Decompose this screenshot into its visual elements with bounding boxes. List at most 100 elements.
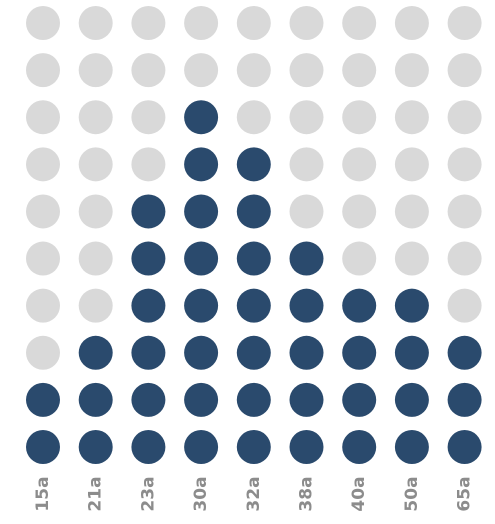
filled-dot	[236, 382, 271, 417]
empty-dot	[342, 100, 377, 135]
filled-dot	[184, 430, 219, 464]
empty-dot	[289, 147, 324, 182]
filled-dot	[184, 335, 219, 370]
empty-dot	[78, 288, 113, 323]
filled-dot	[394, 335, 429, 370]
filled-dot	[184, 194, 219, 229]
empty-dot	[78, 100, 113, 135]
filled-dot	[289, 335, 324, 370]
x-tick-label: 30a	[191, 476, 211, 511]
filled-dot	[78, 430, 113, 464]
x-tick-label: 40a	[349, 476, 369, 511]
empty-dot	[26, 53, 60, 88]
empty-dot	[289, 100, 324, 135]
filled-dot	[131, 288, 166, 323]
empty-dot	[394, 6, 429, 40]
x-tick-label: 23a	[138, 476, 158, 511]
empty-dot	[394, 194, 429, 229]
filled-dot	[131, 194, 166, 229]
empty-dot	[342, 241, 377, 276]
filled-dot	[26, 382, 60, 417]
empty-dot	[342, 147, 377, 182]
empty-dot	[26, 6, 60, 40]
filled-dot	[289, 430, 324, 464]
x-tick-label: 50a	[402, 476, 422, 511]
filled-dot	[236, 147, 271, 182]
empty-dot	[131, 147, 166, 182]
empty-dot	[78, 6, 113, 40]
empty-dot	[342, 53, 377, 88]
empty-dot	[447, 288, 482, 323]
empty-dot	[394, 100, 429, 135]
filled-dot	[184, 147, 219, 182]
filled-dot	[236, 194, 271, 229]
filled-dot	[289, 382, 324, 417]
filled-dot	[184, 382, 219, 417]
empty-dot	[26, 241, 60, 276]
empty-dot	[78, 53, 113, 88]
x-tick-label: 15a	[33, 476, 53, 511]
x-tick-label: 38a	[297, 476, 317, 511]
empty-dot	[447, 241, 482, 276]
empty-dot	[447, 194, 482, 229]
empty-dot	[447, 53, 482, 88]
empty-dot	[26, 100, 60, 135]
empty-dot	[289, 53, 324, 88]
filled-dot	[131, 335, 166, 370]
filled-dot	[236, 335, 271, 370]
filled-dot	[236, 288, 271, 323]
filled-dot	[394, 288, 429, 323]
empty-dot	[131, 6, 166, 40]
filled-dot	[342, 335, 377, 370]
empty-dot	[289, 194, 324, 229]
empty-dot	[78, 147, 113, 182]
filled-dot	[131, 430, 166, 464]
empty-dot	[131, 53, 166, 88]
filled-dot	[447, 430, 482, 464]
empty-dot	[447, 147, 482, 182]
filled-dot	[447, 335, 482, 370]
empty-dot	[289, 6, 324, 40]
empty-dot	[447, 100, 482, 135]
filled-dot	[342, 288, 377, 323]
filled-dot	[289, 288, 324, 323]
x-tick-label: 65a	[455, 476, 475, 511]
empty-dot	[236, 6, 271, 40]
filled-dot	[78, 382, 113, 417]
empty-dot	[342, 6, 377, 40]
empty-dot	[184, 53, 219, 88]
empty-dot	[26, 147, 60, 182]
filled-dot	[447, 382, 482, 417]
filled-dot	[78, 335, 113, 370]
filled-dot	[289, 241, 324, 276]
filled-dot	[236, 241, 271, 276]
empty-dot	[447, 6, 482, 40]
filled-dot	[342, 430, 377, 464]
empty-dot	[394, 147, 429, 182]
empty-dot	[184, 6, 219, 40]
empty-dot	[78, 241, 113, 276]
filled-dot	[131, 241, 166, 276]
x-tick-label: 21a	[86, 476, 106, 511]
filled-dot	[394, 430, 429, 464]
empty-dot	[394, 53, 429, 88]
filled-dot	[342, 382, 377, 417]
empty-dot	[236, 53, 271, 88]
filled-dot	[26, 430, 60, 464]
filled-dot	[394, 382, 429, 417]
empty-dot	[236, 100, 271, 135]
empty-dot	[342, 194, 377, 229]
empty-dot	[26, 335, 60, 370]
filled-dot	[184, 241, 219, 276]
filled-dot	[131, 382, 166, 417]
empty-dot	[78, 194, 113, 229]
empty-dot	[131, 100, 166, 135]
empty-dot	[394, 241, 429, 276]
empty-dot	[26, 288, 60, 323]
filled-dot	[236, 430, 271, 464]
x-tick-label: 32a	[244, 476, 264, 511]
filled-dot	[184, 100, 219, 135]
filled-dot	[184, 288, 219, 323]
empty-dot	[26, 194, 60, 229]
